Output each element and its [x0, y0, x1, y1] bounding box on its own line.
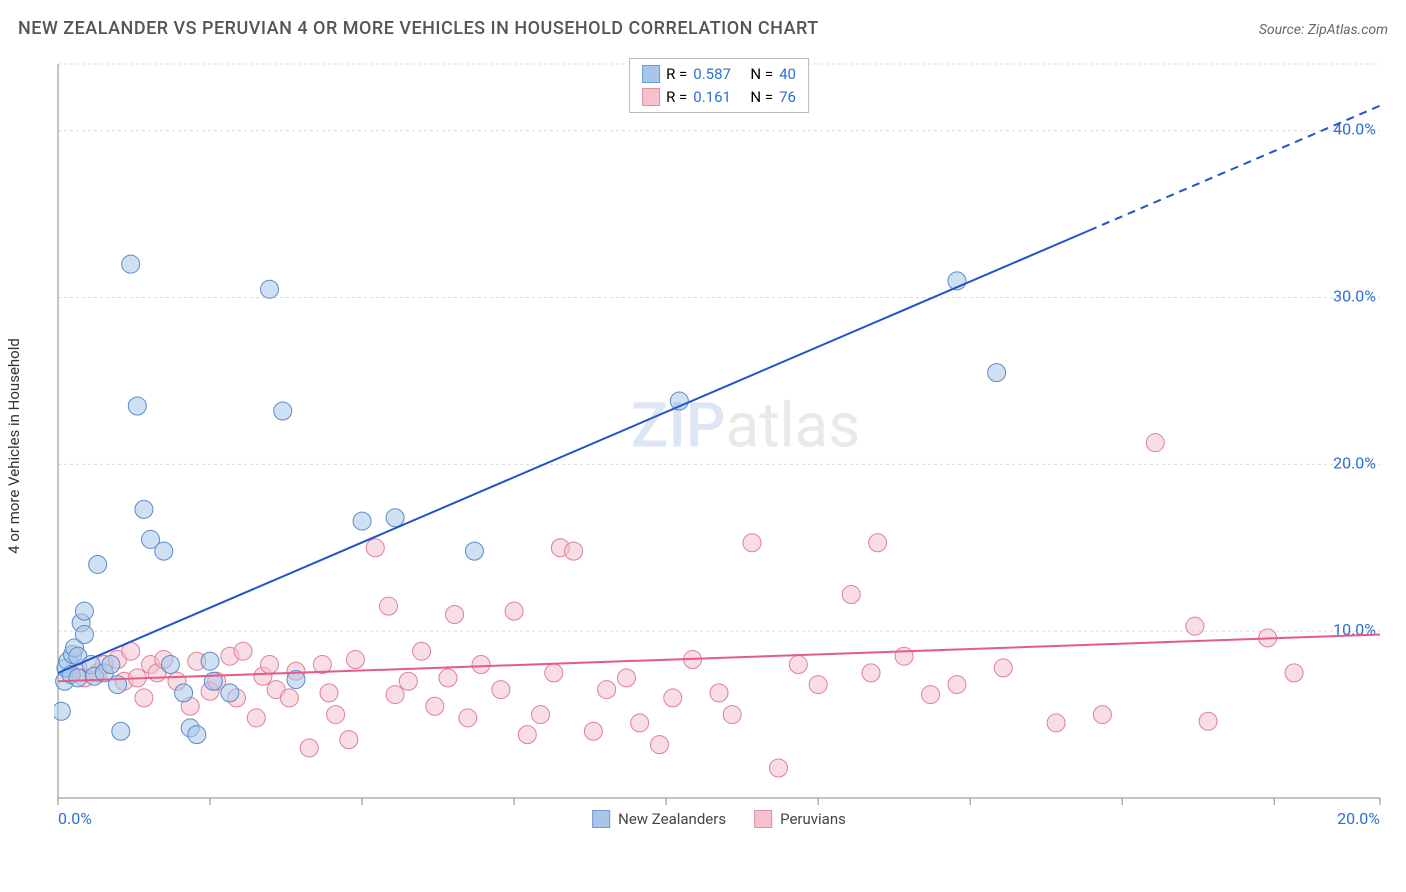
- n-value-nz[interactable]: 40: [779, 63, 796, 86]
- chart-source: Source: ZipAtlas.com: [1259, 22, 1388, 38]
- legend-label-nz: New Zealanders: [618, 810, 726, 828]
- legend-label-pe: Peruvians: [780, 810, 846, 828]
- r-value-pe[interactable]: 0.161: [693, 86, 731, 109]
- legend-item-pe: Peruvians: [754, 810, 846, 828]
- y-axis-label: 4 or more Vehicles in Household: [5, 338, 23, 554]
- swatch-nz: [642, 65, 660, 83]
- stats-row-nz: R = 0.587 N = 40: [642, 63, 796, 86]
- stats-row-pe: R = 0.161 N = 76: [642, 86, 796, 109]
- swatch-pe: [642, 88, 660, 106]
- legend-item-nz: New Zealanders: [592, 810, 726, 828]
- r-value-nz[interactable]: 0.587: [693, 63, 731, 86]
- chart-header: NEW ZEALANDER VS PERUVIAN 4 OR MORE VEHI…: [18, 18, 1388, 39]
- legend-swatch-nz: [592, 810, 610, 828]
- svg-text:20.0%: 20.0%: [1333, 453, 1376, 472]
- chart-area: 10.0%20.0%30.0%40.0%0.0%20.0% ZIPatlas R…: [54, 54, 1384, 830]
- svg-text:20.0%: 20.0%: [1337, 809, 1380, 828]
- svg-text:30.0%: 30.0%: [1333, 287, 1376, 306]
- svg-text:0.0%: 0.0%: [58, 809, 92, 828]
- n-value-pe[interactable]: 76: [779, 86, 796, 109]
- stats-legend-box: R = 0.587 N = 40 R = 0.161 N = 76: [629, 58, 809, 113]
- legend-swatch-pe: [754, 810, 772, 828]
- scatter-chart-svg: 10.0%20.0%30.0%40.0%0.0%20.0%: [54, 54, 1384, 830]
- bottom-legend: New Zealanders Peruvians: [592, 810, 846, 828]
- chart-title: NEW ZEALANDER VS PERUVIAN 4 OR MORE VEHI…: [18, 18, 819, 39]
